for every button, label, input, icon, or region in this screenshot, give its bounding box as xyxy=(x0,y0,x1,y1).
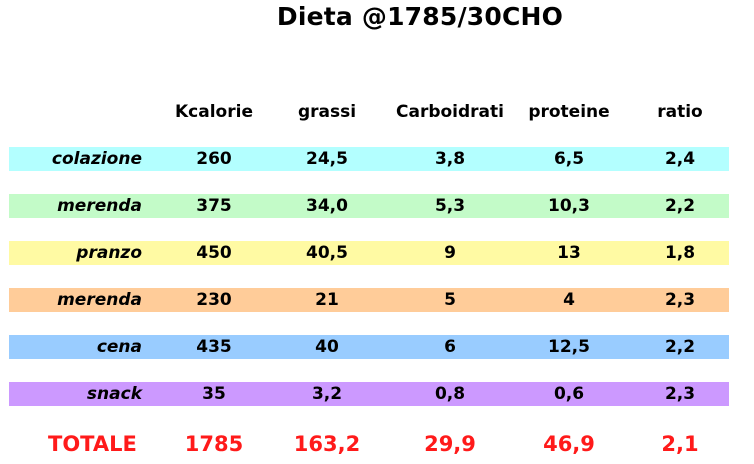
total-label: TOTALE xyxy=(48,432,137,456)
cell-carboidrati: 3,8 xyxy=(434,149,466,169)
header-grassi: grassi xyxy=(297,102,357,122)
total-carboidrati: 29,9 xyxy=(424,432,476,456)
page-title: Dieta @1785/30CHO xyxy=(276,2,564,31)
header-kcalorie: Kcalorie xyxy=(175,102,253,122)
cell-carboidrati: 5 xyxy=(444,290,456,310)
cell-kcalorie: 260 xyxy=(196,149,232,169)
cell-kcalorie: 375 xyxy=(196,196,232,216)
row-label: merenda xyxy=(57,290,142,310)
row-label: cena xyxy=(96,337,142,357)
cell-proteine: 13 xyxy=(557,243,581,263)
table-row: merenda 230 21 5 4 2,3 xyxy=(0,288,754,312)
cell-kcalorie: 435 xyxy=(196,337,232,357)
cell-carboidrati: 0,8 xyxy=(434,384,466,404)
total-kcalorie: 1785 xyxy=(184,432,244,456)
header-ratio: ratio xyxy=(657,102,703,122)
row-band xyxy=(9,382,729,406)
cell-proteine: 10,3 xyxy=(548,196,590,216)
cell-ratio: 1,8 xyxy=(664,243,696,263)
cell-kcalorie: 230 xyxy=(196,290,232,310)
row-band xyxy=(9,335,729,359)
column-headers: Kcalorie grassi Carboidrati proteine rat… xyxy=(0,100,754,124)
cell-grassi: 34,0 xyxy=(306,196,348,216)
cell-ratio: 2,2 xyxy=(664,196,696,216)
cell-carboidrati: 5,3 xyxy=(434,196,466,216)
cell-grassi: 21 xyxy=(315,290,339,310)
table-row: snack 35 3,2 0,8 0,6 2,3 xyxy=(0,382,754,406)
header-proteine: proteine xyxy=(528,102,610,122)
cell-ratio: 2,3 xyxy=(664,384,696,404)
row-band xyxy=(9,147,729,171)
cell-carboidrati: 9 xyxy=(444,243,456,263)
total-grassi: 163,2 xyxy=(293,432,361,456)
cell-kcalorie: 35 xyxy=(202,384,226,404)
cell-ratio: 2,4 xyxy=(664,149,696,169)
total-ratio: 2,1 xyxy=(661,432,699,456)
cell-grassi: 40,5 xyxy=(306,243,348,263)
row-label: snack xyxy=(86,384,142,404)
row-label: pranzo xyxy=(76,243,142,263)
table-row: colazione 260 24,5 3,8 6,5 2,4 xyxy=(0,147,754,171)
cell-ratio: 2,3 xyxy=(664,290,696,310)
total-row: TOTALE 1785 163,2 29,9 46,9 2,1 xyxy=(0,431,754,457)
row-band xyxy=(9,288,729,312)
cell-proteine: 6,5 xyxy=(553,149,585,169)
cell-proteine: 4 xyxy=(563,290,575,310)
table-row: cena 435 40 6 12,5 2,2 xyxy=(0,335,754,359)
cell-grassi: 24,5 xyxy=(306,149,348,169)
table-row: merenda 375 34,0 5,3 10,3 2,2 xyxy=(0,194,754,218)
cell-proteine: 0,6 xyxy=(553,384,585,404)
row-label: colazione xyxy=(51,149,142,169)
cell-proteine: 12,5 xyxy=(548,337,590,357)
row-band xyxy=(9,241,729,265)
table-row: pranzo 450 40,5 9 13 1,8 xyxy=(0,241,754,265)
cell-carboidrati: 6 xyxy=(444,337,456,357)
cell-kcalorie: 450 xyxy=(196,243,232,263)
row-label: merenda xyxy=(57,196,142,216)
cell-grassi: 3,2 xyxy=(311,384,343,404)
cell-grassi: 40 xyxy=(315,337,339,357)
cell-ratio: 2,2 xyxy=(664,337,696,357)
row-band xyxy=(9,194,729,218)
total-proteine: 46,9 xyxy=(543,432,595,456)
header-carboidrati: Carboidrati xyxy=(396,102,504,122)
